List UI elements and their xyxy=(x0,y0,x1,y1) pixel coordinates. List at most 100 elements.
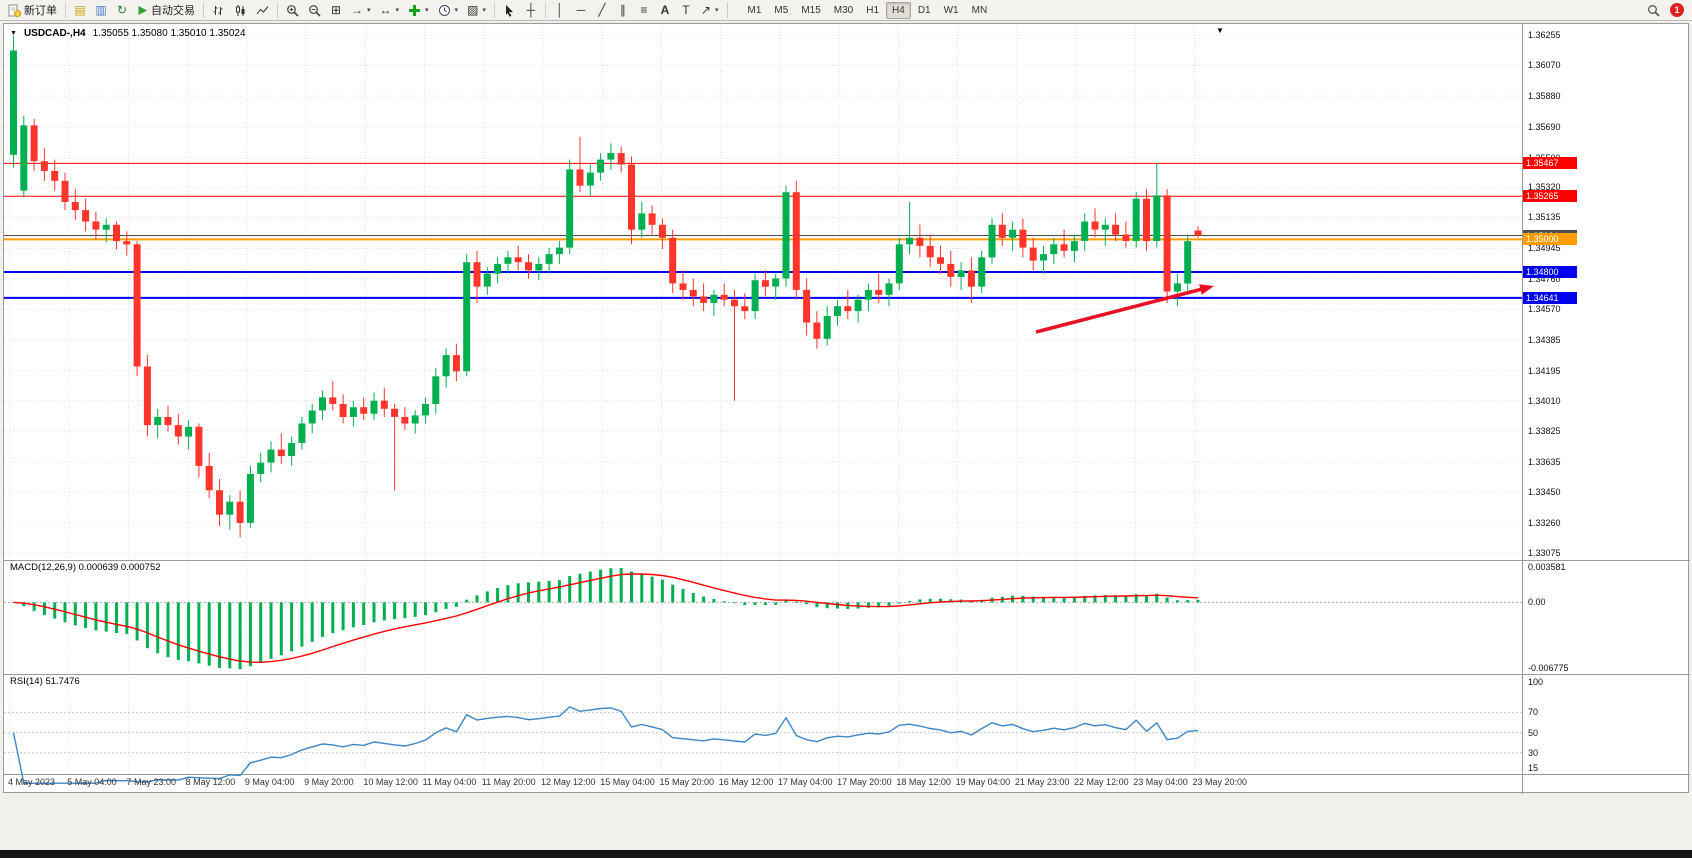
auto-trading-button[interactable]: 自动交易 xyxy=(133,1,199,19)
text-label-tool[interactable]: T xyxy=(676,1,696,19)
annotation-arrow[interactable] xyxy=(1035,285,1209,334)
timeframe-h4-button[interactable]: H4 xyxy=(886,1,911,19)
cursor-button[interactable] xyxy=(499,1,520,19)
price-axis-label: 1.34945 xyxy=(1528,243,1561,254)
ohlc-values: 1.35055 1.35080 1.35010 1.35024 xyxy=(92,28,246,39)
fibonacci-tool[interactable]: ≡ xyxy=(634,1,654,19)
timeframe-w1-button[interactable]: W1 xyxy=(943,4,959,16)
horizontal-line-tool[interactable]: ─ xyxy=(571,1,591,19)
rsi-line xyxy=(12,706,1199,784)
candlestick-icon xyxy=(236,4,245,16)
zoom-out-icon xyxy=(309,4,321,17)
search-button[interactable] xyxy=(1643,1,1664,19)
price-axis-label: 1.33635 xyxy=(1528,456,1561,467)
zoom-out-button[interactable] xyxy=(304,1,325,19)
periods-button[interactable]: ▾ xyxy=(434,1,463,19)
charts-icon: ▤ xyxy=(74,3,86,17)
search-icon xyxy=(1648,4,1660,17)
toolbar-separator xyxy=(203,2,204,18)
macd-indicator-label: MACD(12,26,9) 0.000639 0.000752 xyxy=(10,562,161,573)
templates-icon: ▨ xyxy=(467,3,479,17)
profiles-button[interactable]: ▥ xyxy=(91,1,111,19)
timeframe-mn-button[interactable]: MN xyxy=(971,4,988,16)
new-order-icon xyxy=(8,4,21,17)
trendline-tool[interactable]: ╱ xyxy=(592,1,612,19)
chart-shift-button[interactable]: ↔ ▾ xyxy=(376,1,404,19)
rsi-axis-label: 70 xyxy=(1528,707,1539,718)
timeframe-m15-button[interactable]: M15 xyxy=(801,4,821,16)
price-axis-label: 1.33260 xyxy=(1528,517,1561,528)
chart-canvas[interactable] xyxy=(4,24,1690,794)
charts-button[interactable]: ▤ xyxy=(70,1,90,19)
time-axis-label: 4 May 2023 xyxy=(8,777,56,787)
timeframe-h1-button[interactable]: H1 xyxy=(866,4,880,16)
toolbar-separator xyxy=(277,2,278,18)
time-axis-label: 9 May 04:00 xyxy=(244,777,295,787)
auto-scroll-button[interactable]: → ▾ xyxy=(347,1,375,19)
rsi-indicator-label: RSI(14) 51.7476 xyxy=(10,676,80,687)
tile-windows-icon: ⊞ xyxy=(330,3,342,17)
price-axis-label: 1.34760 xyxy=(1528,273,1561,284)
line-chart-icon xyxy=(256,5,269,14)
tile-windows-button[interactable]: ⊞ xyxy=(326,1,346,19)
price-axis-label: 1.34570 xyxy=(1528,304,1561,315)
scroll-to-end-marker[interactable]: ▼ xyxy=(1216,26,1224,35)
time-axis-label: 23 May 20:00 xyxy=(1192,777,1248,787)
time-axis-label: 11 May 04:00 xyxy=(422,777,477,787)
time-axis-label: 5 May 04:00 xyxy=(67,777,117,787)
macd-histogram xyxy=(22,568,1200,669)
crosshair-button[interactable]: ┼ xyxy=(521,1,541,19)
price-axis-label: 1.34010 xyxy=(1528,395,1561,406)
line-chart-button[interactable] xyxy=(252,1,273,19)
price-tag: 1.35000 xyxy=(1523,233,1577,246)
time-axis-label: 23 May 04:00 xyxy=(1133,777,1188,787)
time-axis-label: 12 May 12:00 xyxy=(541,777,596,787)
bottom-edge xyxy=(0,850,1692,858)
timeframe-m5-button[interactable]: M5 xyxy=(774,4,789,16)
rsi-axis-label: 15 xyxy=(1528,763,1539,773)
time-axis-label: 19 May 04:00 xyxy=(955,777,1011,787)
time-axis-label: 7 May 23:00 xyxy=(126,777,176,787)
new-order-button[interactable]: 新订单 xyxy=(4,1,61,19)
trendline-icon: ╱ xyxy=(598,3,606,17)
bar-chart-button[interactable] xyxy=(208,1,229,19)
chart-window: ▼ USDCAD-,H4 1.35055 1.35080 1.35010 1.3… xyxy=(3,23,1690,794)
vertical-line-tool[interactable]: │ xyxy=(550,1,570,19)
timeframe-m30-button[interactable]: M30 xyxy=(833,4,854,16)
zoom-in-icon xyxy=(287,4,299,17)
toolbar-separator xyxy=(493,2,495,18)
price-tag: 1.35467 xyxy=(1523,157,1577,170)
crosshair-icon: ┼ xyxy=(526,3,536,17)
indicators-button[interactable]: ▾ xyxy=(404,1,433,19)
templates-button[interactable]: ▨ ▾ xyxy=(463,1,490,19)
symbol-dropdown-icon[interactable]: ▼ xyxy=(10,30,17,37)
candles xyxy=(10,35,1202,538)
chevron-down-icon: ▾ xyxy=(714,7,719,14)
price-axis-label: 1.36255 xyxy=(1528,30,1561,40)
price-axis-label: 1.35690 xyxy=(1528,122,1561,133)
horizontal-line-icon: ─ xyxy=(576,3,586,17)
time-axis-label: 18 May 12:00 xyxy=(896,777,951,787)
refresh-button[interactable]: ↻ xyxy=(112,1,132,19)
symbol-period-label: USDCAD-,H4 xyxy=(23,28,86,39)
candlestick-button[interactable] xyxy=(230,1,251,19)
zoom-in-button[interactable] xyxy=(282,1,303,19)
text-tool[interactable]: A xyxy=(655,1,675,19)
macd-axis-label: 0.00 xyxy=(1528,597,1546,608)
arrows-tool[interactable]: ↗ ▾ xyxy=(697,1,723,19)
timeframe-d1-button[interactable]: D1 xyxy=(917,4,931,16)
chart-title-overlay: ▼ USDCAD-,H4 1.35055 1.35080 1.35010 1.3… xyxy=(10,28,246,39)
macd-axis-label: -0.006775 xyxy=(1528,663,1569,673)
chevron-down-icon: ▾ xyxy=(367,7,371,14)
play-icon xyxy=(138,5,147,15)
chart-shift-icon: ↔ xyxy=(379,3,392,17)
channel-tool[interactable]: ∥ xyxy=(613,1,633,19)
notification-badge[interactable]: 1 xyxy=(1670,3,1684,17)
rsi-axis-label: 50 xyxy=(1528,727,1539,738)
timeframe-group: M1 M5 M15 M30 H1 H4 D1 W1 MN xyxy=(742,1,994,19)
timeframe-m1-button[interactable]: M1 xyxy=(747,4,762,16)
bar-chart-icon xyxy=(213,5,223,15)
price-axis-label: 1.35880 xyxy=(1528,91,1561,102)
price-axis-label: 1.33825 xyxy=(1528,425,1561,436)
macd-signal-line xyxy=(13,573,1199,664)
